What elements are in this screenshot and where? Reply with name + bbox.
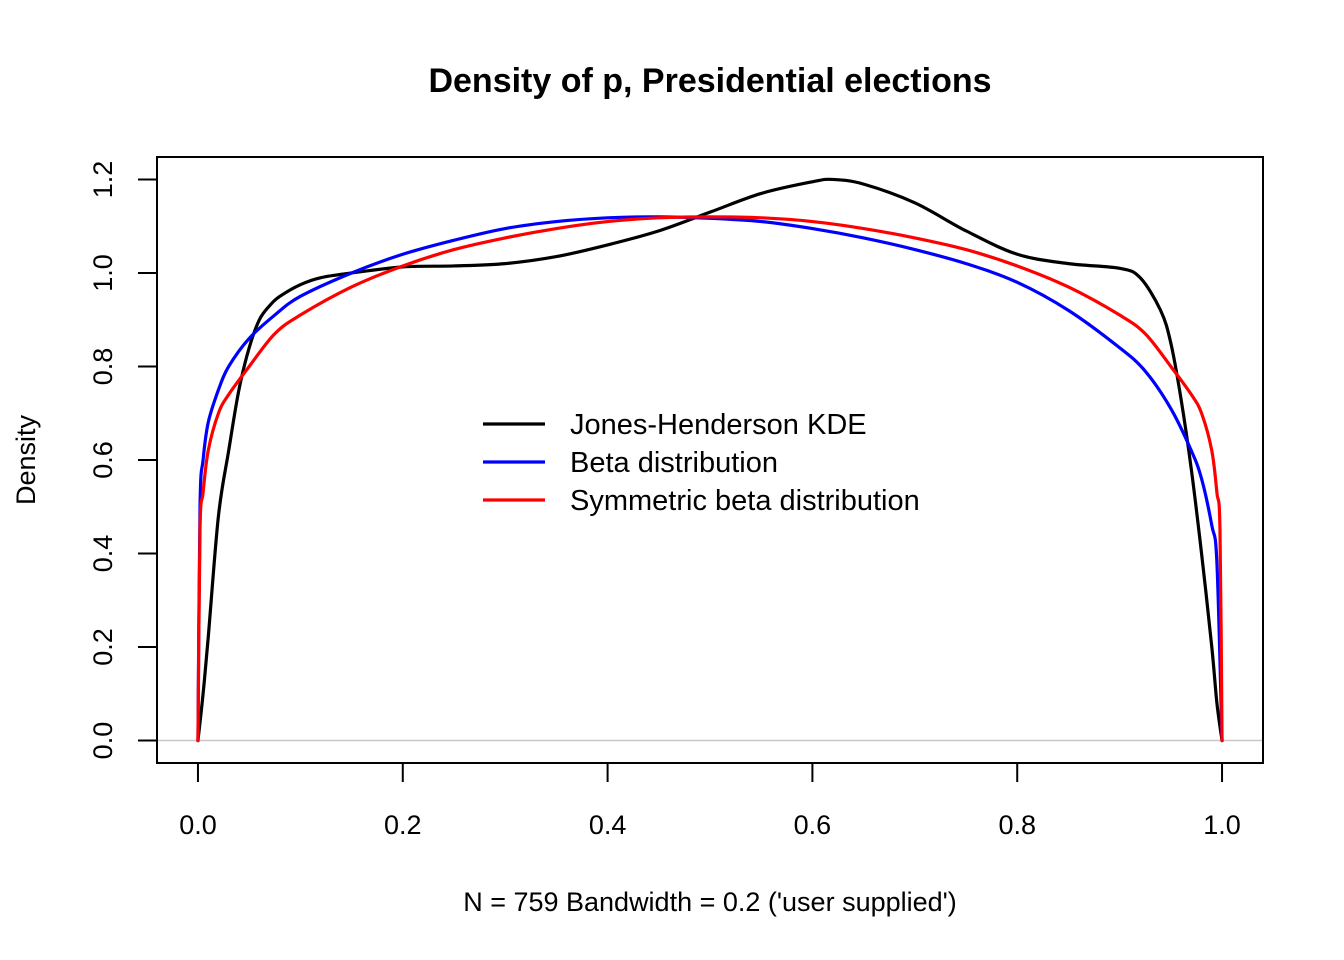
series-line-1 — [196, 177, 1224, 743]
x-axis: 0.0 0.2 0.4 0.6 0.8 1.0 — [179, 762, 1241, 840]
legend: Jones-Henderson KDE Beta distribution Symm… — [483, 409, 920, 517]
y-tick-label: 0.0 — [88, 722, 118, 760]
x-axis-label: N = 759 Bandwidth = 0.2 ('user supplied'… — [463, 887, 957, 917]
y-tick-label: 0.4 — [88, 535, 118, 573]
series-layer — [196, 177, 1224, 743]
series-line-3 — [196, 215, 1224, 743]
chart-title: Density of p, Presidential elections — [428, 62, 991, 100]
x-tick-label: 1.0 — [1203, 810, 1241, 840]
y-axis-label: Density — [11, 414, 41, 505]
y-axis: 0.0 0.2 0.4 0.6 0.8 1.0 1.2 — [88, 161, 158, 760]
x-tick-label: 0.2 — [384, 810, 422, 840]
x-tick-label: 0.0 — [179, 810, 217, 840]
x-tick-label: 0.8 — [998, 810, 1036, 840]
legend-label: Jones-Henderson KDE — [570, 409, 867, 441]
y-tick-label: 0.2 — [88, 628, 118, 666]
y-tick-label: 0.8 — [88, 348, 118, 386]
legend-label: Beta distribution — [570, 447, 778, 479]
y-tick-label: 1.2 — [88, 161, 118, 199]
y-tick-label: 1.0 — [88, 254, 118, 292]
legend-label: Symmetric beta distribution — [570, 485, 920, 517]
y-tick-label: 0.6 — [88, 441, 118, 479]
x-tick-label: 0.4 — [589, 810, 627, 840]
x-tick-label: 0.6 — [794, 810, 832, 840]
